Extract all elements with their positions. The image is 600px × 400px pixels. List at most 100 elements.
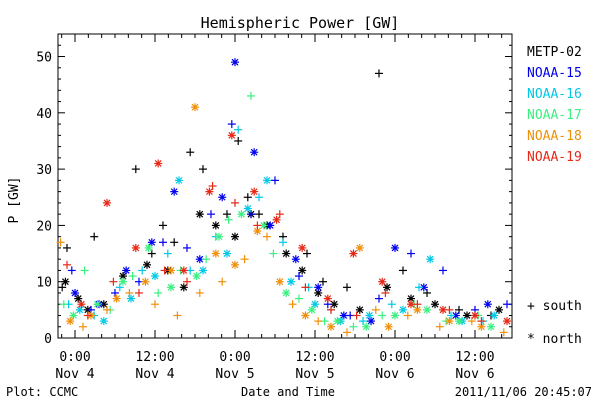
south-point (90, 232, 99, 241)
south-point (111, 288, 119, 297)
north-point (384, 322, 393, 331)
x-tick-time-label: 0:00 (219, 350, 250, 365)
south-point (319, 277, 327, 286)
north-point (445, 317, 454, 326)
north-point (167, 283, 175, 292)
north-point (307, 305, 316, 314)
north-point (490, 311, 499, 320)
south-point (288, 300, 297, 309)
star-d2 (391, 244, 399, 252)
south-point (247, 91, 255, 100)
star-d2 (250, 188, 258, 196)
star-d2 (170, 188, 178, 196)
star-d2 (287, 278, 295, 286)
north-point (192, 272, 201, 281)
star-d2 (141, 278, 149, 286)
north-point (327, 322, 335, 331)
north-point (205, 187, 214, 196)
chart-title: Hemispheric Power [GW] (201, 14, 400, 32)
south-point (295, 272, 303, 281)
south-point (375, 294, 383, 303)
south-point (477, 317, 486, 326)
star-d2 (495, 306, 503, 314)
star-d2 (77, 300, 85, 308)
north-point (144, 243, 153, 252)
south-point (63, 260, 71, 269)
star-d2 (356, 306, 364, 314)
north-point (362, 322, 371, 331)
north-point (349, 249, 358, 258)
south-point (343, 328, 351, 337)
star-d2 (490, 312, 498, 319)
north-point (275, 277, 284, 286)
north-point (243, 204, 252, 213)
south-point (207, 210, 215, 219)
star-d2 (431, 300, 439, 308)
star-d2 (196, 255, 204, 263)
south-point (109, 277, 118, 286)
south-point (415, 283, 423, 292)
north-point (503, 317, 511, 326)
south-point (271, 176, 279, 185)
north-point (367, 317, 375, 326)
north-point (191, 103, 199, 112)
south-point (79, 322, 87, 331)
north-point (407, 294, 415, 303)
star-d2 (191, 103, 199, 111)
north-point (127, 294, 135, 303)
star-d2 (367, 317, 375, 325)
south-point (499, 328, 508, 337)
north-point (483, 300, 492, 309)
star-d2 (253, 227, 261, 235)
star-d2 (151, 272, 159, 280)
star-d2 (298, 244, 306, 252)
north-point (75, 305, 84, 314)
south-point (103, 305, 111, 314)
north-point (170, 187, 179, 196)
y-tick-label: 10 (36, 276, 52, 291)
star-d2 (199, 267, 207, 274)
north-point (463, 311, 471, 320)
star-d2 (503, 317, 511, 325)
south-point (208, 182, 217, 190)
south-point (435, 322, 444, 331)
star-d2 (399, 306, 407, 314)
south-point (231, 198, 239, 207)
north-point (282, 288, 291, 297)
north-point (407, 300, 415, 309)
star-d2 (471, 312, 479, 319)
north-point (237, 210, 246, 219)
south-point (439, 266, 447, 275)
north-point (323, 294, 332, 303)
south-point (59, 300, 68, 309)
star-d2 (463, 312, 471, 319)
south-point (375, 69, 383, 78)
star-d2 (231, 233, 239, 241)
north-point (211, 221, 220, 230)
north-point (365, 311, 374, 320)
star-d2 (333, 317, 341, 325)
y-tick-label: 40 (36, 107, 52, 122)
north-point (391, 243, 399, 252)
star-d2 (324, 295, 332, 303)
star-d2 (413, 306, 421, 314)
south-point (295, 294, 303, 303)
south-point (195, 288, 204, 297)
north-point (399, 305, 407, 314)
north-point (215, 232, 223, 241)
star-d2 (127, 295, 135, 303)
north-point (259, 221, 268, 230)
star-d2 (314, 289, 322, 297)
north-point (287, 277, 295, 286)
y-tick-label: 20 (36, 219, 52, 234)
north-point (298, 266, 307, 275)
legend-north-marker: * north (527, 332, 582, 347)
star-d2 (180, 283, 188, 291)
x-tick-date-label: Nov 6 (455, 367, 494, 382)
south-point (371, 305, 380, 314)
north-point (263, 176, 271, 185)
north-point (333, 317, 342, 326)
y-tick-label: 30 (36, 163, 52, 178)
star-d2 (119, 272, 127, 280)
star-d2 (231, 261, 239, 269)
